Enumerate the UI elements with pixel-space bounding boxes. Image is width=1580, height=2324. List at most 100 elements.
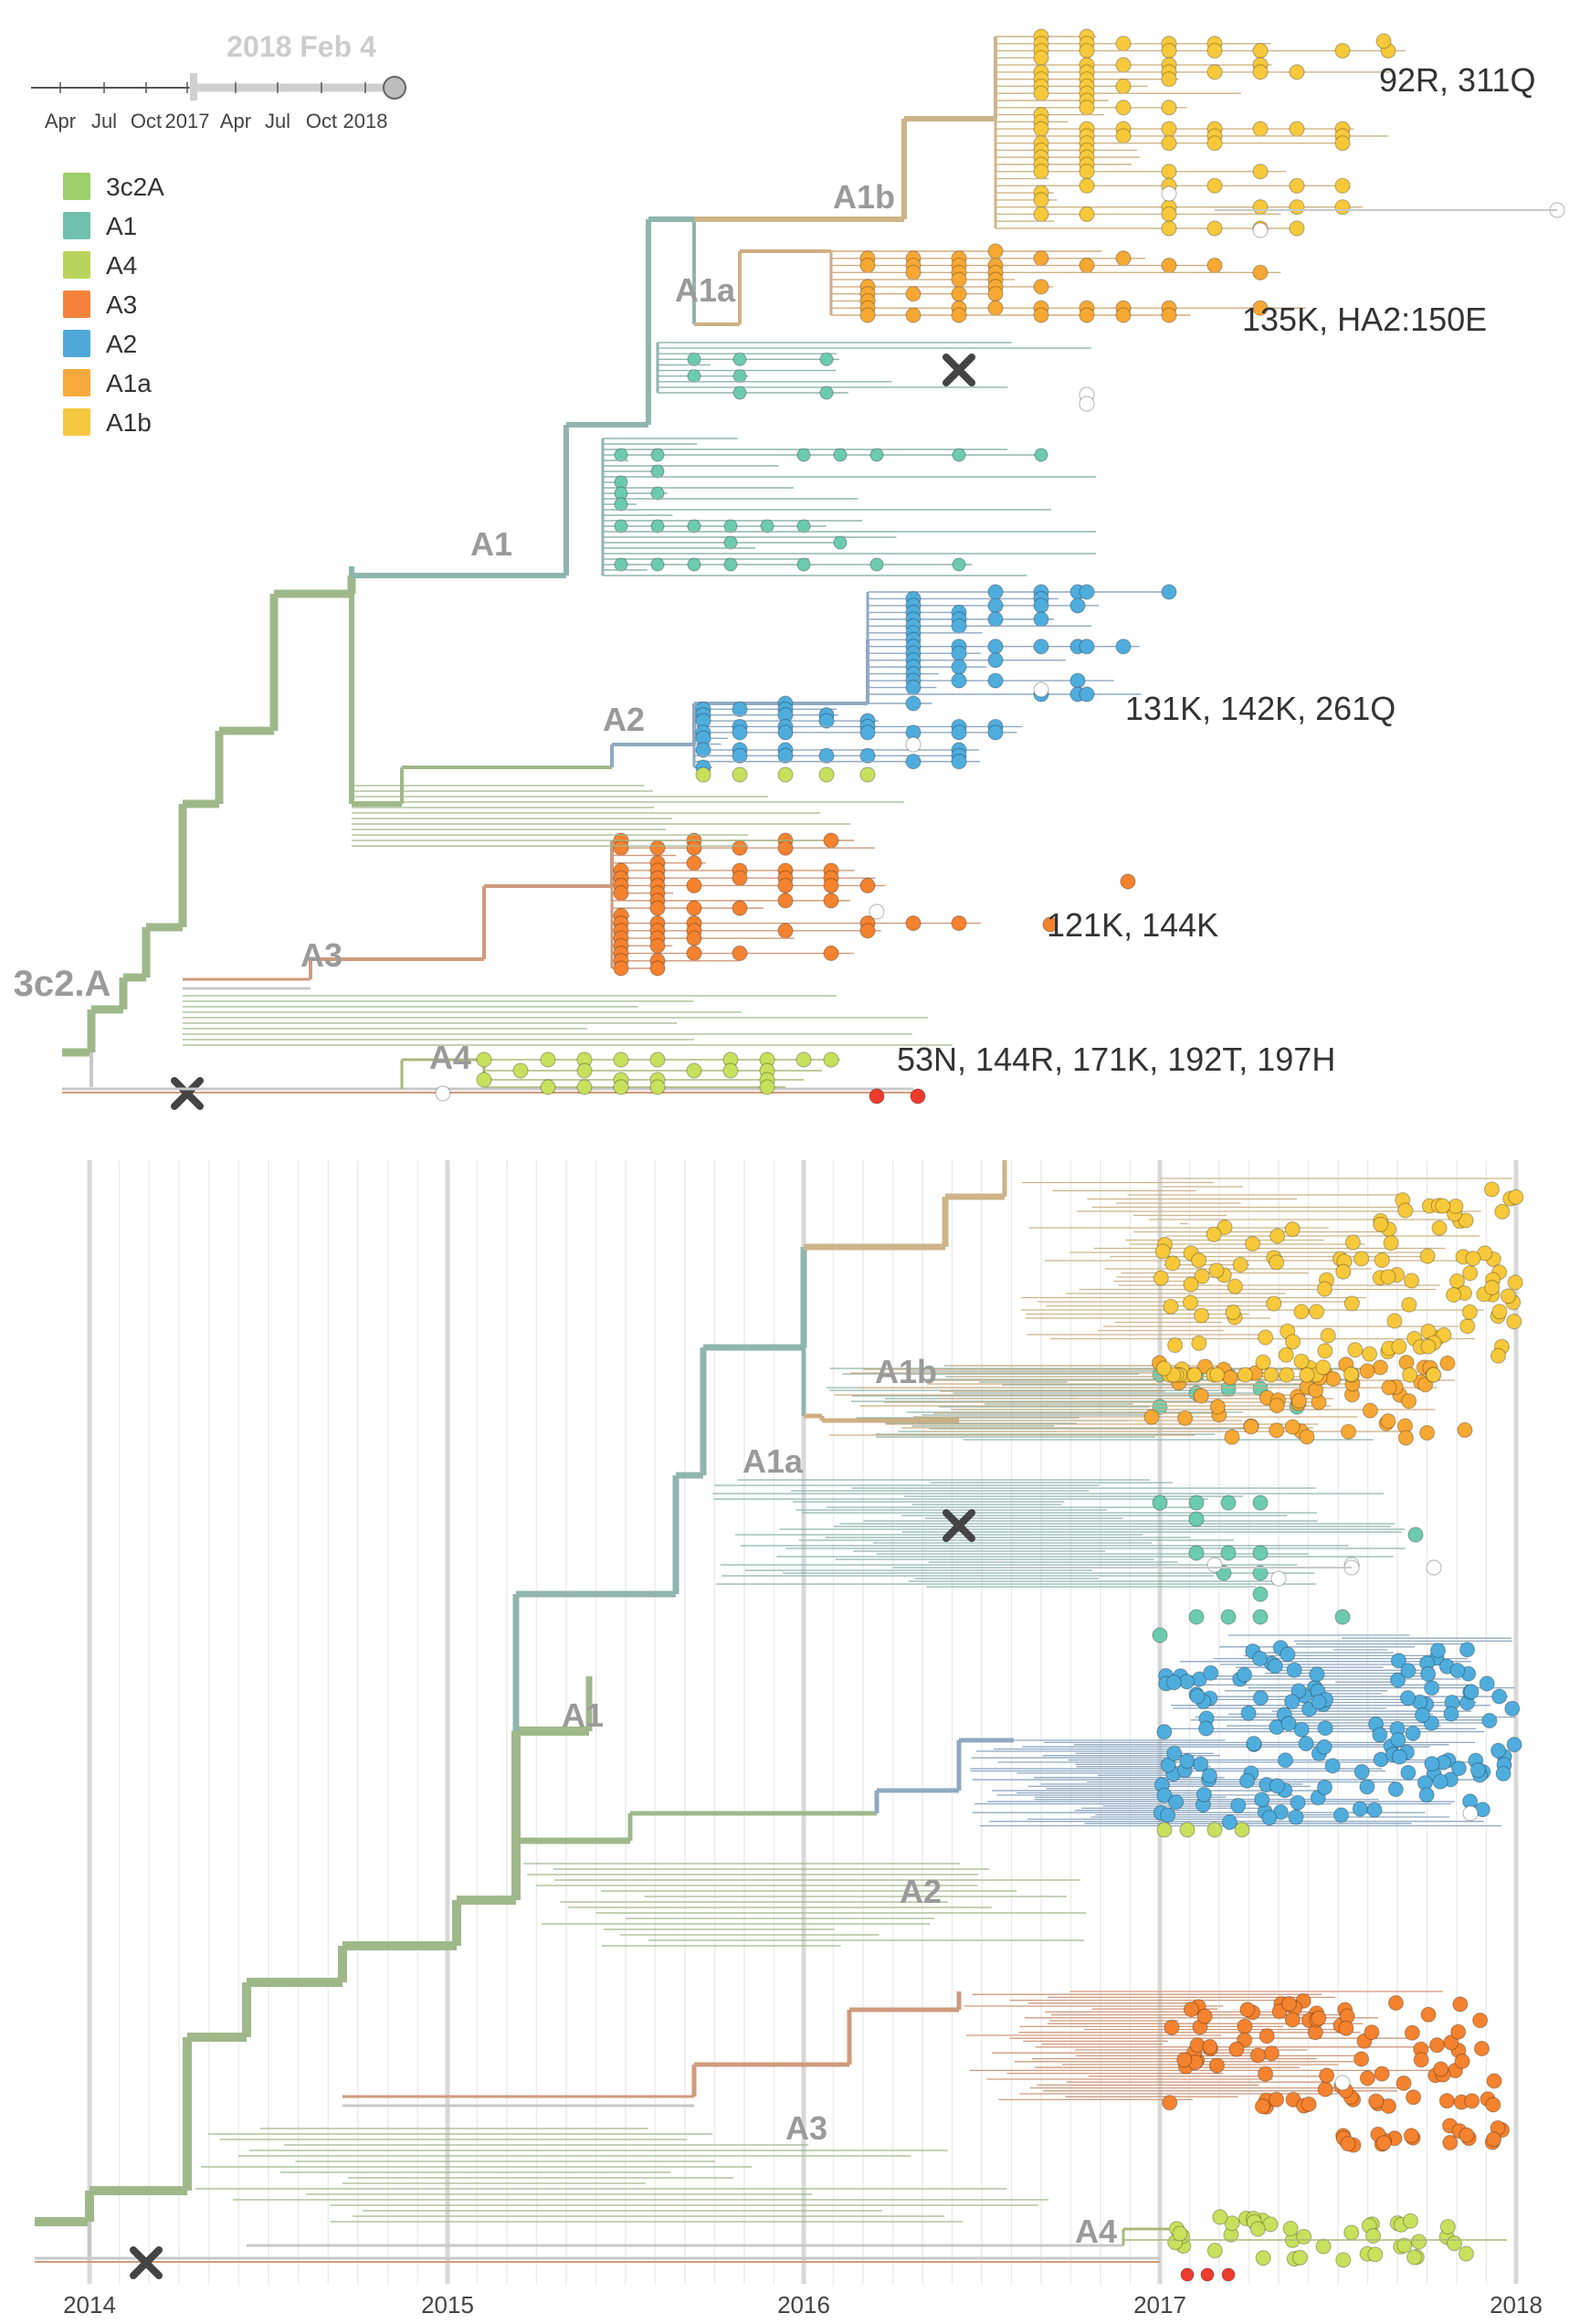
tip-node [1403,1273,1420,1289]
tip-node [1183,2002,1200,2018]
tip-node [1269,1778,1285,1794]
tip-node [905,914,922,932]
clade-label-a3: A3 [300,936,342,974]
tip-node [1079,42,1095,59]
tip-node [1439,2218,1456,2235]
tip-node [1196,2008,1213,2024]
axis-year-label: 2014 [63,2291,116,2319]
legend-swatch [61,407,92,438]
tip-node [1446,1286,1462,1304]
tip-node [1261,1810,1278,1826]
tip-node [1483,1181,1501,1198]
tip-node [1335,1263,1352,1280]
tip-node [1245,1235,1261,1252]
tip-node [1252,300,1269,316]
tip-node [1115,250,1132,267]
tip-node [649,960,666,977]
tip-node [1334,1609,1351,1625]
tip-node [1299,1429,1315,1445]
tip-node [1403,2128,1419,2144]
mutation-label: 131K, 142K, 261Q [1125,690,1396,727]
tip-node [1263,1367,1280,1383]
tip-node [1143,1409,1160,1425]
tip-node [1200,2267,1215,2282]
tip-node [951,307,967,323]
tip-node [1249,2221,1266,2237]
tip-node [1438,2093,1455,2109]
tip-node [540,1051,556,1068]
tip-node [1268,2091,1285,2107]
tip-node [1188,1495,1205,1511]
tip-node [1079,686,1095,702]
tip-node [732,369,747,384]
tip-node [1419,1424,1436,1442]
tip-node [1452,1996,1469,2012]
tip-node [1301,2096,1317,2113]
mutation-label: 121K, 144K [1047,906,1218,944]
tip-node [1439,1355,1456,1371]
tip-node [1391,1748,1407,1765]
slider-tick-label: 2017 [165,110,210,132]
slider-left-handle[interactable] [190,73,197,100]
tip-node [1183,1276,1199,1293]
tip-node [1251,1650,1269,1667]
legend-swatch [61,367,92,398]
tip-node [1352,1801,1368,1817]
tip-node [1259,2028,1275,2044]
tip-node [1033,250,1049,267]
tip-node [1367,2246,1384,2263]
tip-node [1317,1343,1333,1359]
tip-node [1180,2267,1195,2282]
tip-node [1217,1219,1233,1236]
tip-node [614,448,628,462]
tip-node [1364,2227,1382,2245]
axis-year-label: 2016 [777,2291,830,2319]
tip-node [1316,1281,1332,1297]
tip-node [869,557,884,572]
tip-node [1420,2006,1437,2023]
tip-node [1168,1794,1185,1811]
marker-x-icon [943,1509,975,1542]
legend-swatch [61,249,92,280]
tip-node [1485,2131,1502,2148]
tip-node [1033,192,1049,208]
tip-node [1450,1760,1468,1777]
tip-node [1309,1666,1325,1683]
tip-node [1410,2234,1427,2250]
tip-node [823,832,839,849]
tip-node [796,519,811,533]
tip-node [1161,220,1177,237]
tip-node [1161,185,1177,202]
tip-node [1206,177,1223,194]
tip-node [777,724,794,741]
tip-node [1413,2052,1429,2068]
tip-node [1206,64,1223,80]
tip-node [796,448,811,462]
tip-node [1508,1188,1524,1205]
tip-node [1288,1809,1304,1825]
tip-node [1269,1228,1286,1244]
tip-node [1079,307,1095,323]
legend-label: A1b [106,408,152,437]
tip-node [1161,71,1177,88]
tip-node [1491,1304,1508,1320]
tip-node [1334,177,1351,194]
tip-node [1252,1609,1269,1625]
tip-node [1436,1326,1452,1344]
tip-node [1426,1559,1442,1576]
tip-node [1033,164,1049,180]
slider-right-handle[interactable] [383,76,406,100]
tip-node [760,519,774,533]
tip-node [1230,1797,1247,1814]
tip-node [1325,1370,1342,1388]
tip-node [1320,1327,1336,1344]
tip-node [650,519,665,533]
tip-node [686,900,702,916]
legend-swatch [61,210,92,241]
tip-node [1490,1742,1507,1759]
time-slider[interactable]: 2018 Feb 4 Apr Jul Oct 2017 Apr Jul Oct 2018 [31,30,406,132]
tip-node [1419,1248,1436,1264]
tip-node [987,243,1004,259]
tip-node [1152,1399,1168,1415]
tip-node [1193,1756,1209,1772]
